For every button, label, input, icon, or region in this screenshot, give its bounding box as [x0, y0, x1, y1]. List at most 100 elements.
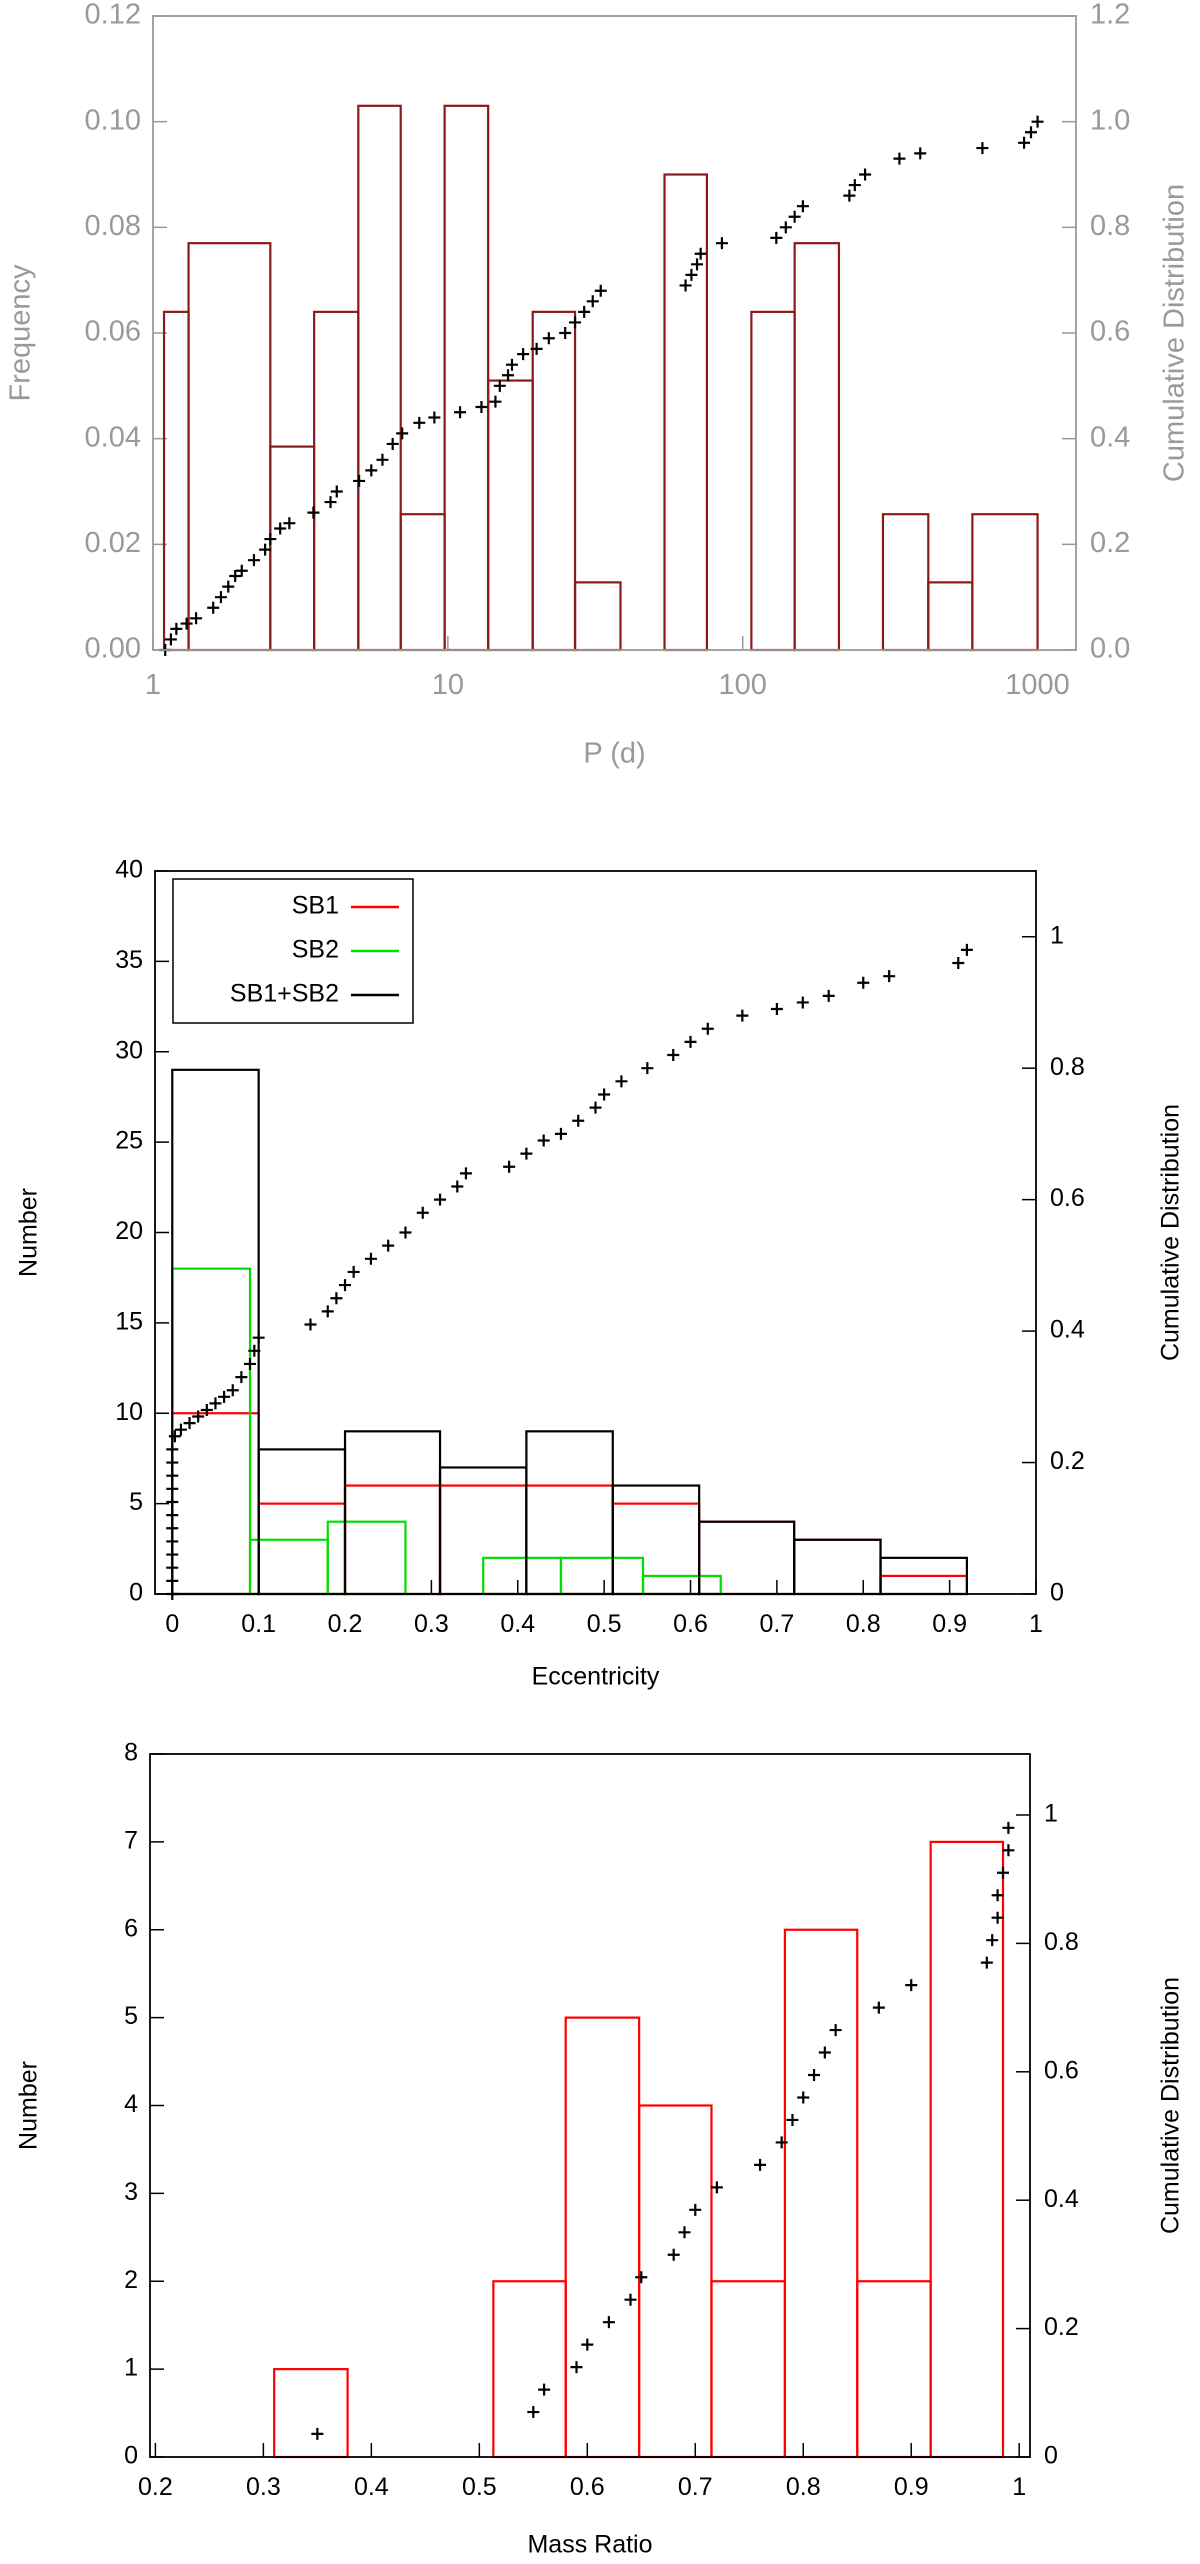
y-tick-label: 5 — [124, 2002, 138, 2030]
cumulative-point — [796, 200, 809, 213]
cumulative-point — [330, 1292, 343, 1305]
y2-tick-label: 0.2 — [1050, 1447, 1085, 1475]
cumulative-point — [843, 189, 856, 202]
x-tick-label: 0.7 — [678, 2473, 713, 2501]
cumulative-point — [797, 2091, 810, 2104]
cumulative-point — [615, 1075, 628, 1088]
histogram-bin — [929, 1840, 1005, 2459]
cumulative-point — [451, 1180, 464, 1193]
histogram-bin — [492, 2280, 567, 2459]
cumulative-point — [570, 2361, 583, 2374]
histogram-bin — [641, 1574, 722, 1596]
histogram-bin — [710, 2280, 786, 2459]
cumulative-point — [736, 1009, 749, 1022]
y-tick-label: 6 — [124, 1914, 138, 1942]
histogram-bin — [171, 1267, 252, 1596]
y-tick-label: 0.08 — [85, 210, 141, 242]
cumulative-point — [164, 633, 177, 646]
y-axis-label: Number — [15, 1188, 43, 1277]
histogram-bin — [881, 513, 930, 652]
y-tick-label: 40 — [115, 856, 143, 884]
x-tick-label: 0.2 — [328, 1610, 363, 1638]
cumulative-point — [166, 1482, 179, 1495]
histogram-bin — [343, 1430, 442, 1596]
cumulative-point — [542, 332, 555, 345]
cumulative-point — [527, 2406, 540, 2419]
cumulative-point — [667, 1049, 680, 1062]
cumulative-point — [685, 268, 698, 281]
cumulative-point — [701, 1022, 714, 1035]
histogram-bin — [525, 1484, 614, 1596]
cumulative-point — [905, 1979, 918, 1992]
x-tick-label: 0.3 — [414, 1610, 449, 1638]
histogram-bin — [269, 445, 316, 652]
cumulative-point — [311, 2427, 324, 2440]
x-tick-label: 0.9 — [894, 2473, 929, 2501]
cumulative-point — [960, 943, 973, 956]
cumulative-point — [578, 305, 591, 318]
cumulative-point — [598, 1088, 611, 1101]
y-tick-label: 0.00 — [85, 633, 141, 665]
cumulative-point — [364, 1252, 377, 1265]
y-axis-label: Number — [15, 2061, 43, 2150]
cumulative-point — [857, 976, 870, 989]
y2-tick-label: 0.4 — [1050, 1316, 1085, 1344]
cumulative-point — [180, 617, 193, 630]
cumulative-point — [1018, 136, 1031, 149]
y-tick-label: 0.06 — [85, 316, 141, 348]
cumulative-point — [829, 2024, 842, 2037]
cumulative-point — [779, 221, 792, 234]
cumulative-point — [572, 1114, 585, 1127]
y-tick-label: 1 — [124, 2354, 138, 2382]
cumulative-point — [166, 1456, 179, 1469]
x-tick-label: 0 — [165, 1610, 179, 1638]
histogram-bin — [638, 2104, 713, 2459]
cumulative-point — [347, 1265, 360, 1278]
cumulative-point — [307, 506, 320, 519]
histogram-bin — [525, 1430, 614, 1596]
cumulative-point — [976, 142, 989, 155]
cumulative-point — [589, 1101, 602, 1114]
histogram-bin — [564, 2016, 641, 2459]
cumulative-point — [594, 284, 607, 297]
cumulative-point — [209, 1397, 222, 1410]
cumulative-point — [434, 1193, 447, 1206]
histogram-bin — [248, 1538, 329, 1596]
histogram-bin — [273, 2368, 349, 2459]
y-tick-label: 10 — [115, 1398, 143, 1426]
x-tick-label: 0.3 — [246, 2473, 281, 2501]
cumulative-point — [635, 2271, 648, 2284]
cumulative-point — [818, 2046, 831, 2059]
cumulative-point — [190, 612, 203, 625]
histogram-bin — [343, 1484, 442, 1596]
cumulative-point — [788, 210, 801, 223]
y2-tick-label: 1.2 — [1090, 0, 1130, 31]
cumulative-point — [218, 1390, 231, 1403]
cumulative-point — [166, 1522, 179, 1535]
histogram-bin — [187, 242, 272, 652]
y-tick-label: 3 — [124, 2178, 138, 2206]
cumulative-point — [503, 1160, 516, 1173]
y-tick-label: 2 — [124, 2266, 138, 2294]
cumulative-point — [214, 591, 227, 604]
x-tick-label: 0.5 — [462, 2473, 497, 2501]
cumulative-point — [914, 147, 927, 160]
y2-tick-label: 1 — [1044, 1800, 1058, 1828]
y-tick-label: 8 — [124, 1739, 138, 1767]
histogram-bin — [257, 1502, 347, 1596]
histogram-bin — [162, 310, 190, 652]
cumulative-point — [559, 327, 572, 339]
histogram-bin — [443, 104, 490, 652]
cumulative-point — [168, 1430, 181, 1443]
cumulative-point — [166, 1535, 179, 1548]
cumulative-point — [1002, 1821, 1015, 1834]
cumulative-point — [166, 1443, 179, 1456]
y-tick-label: 0.12 — [85, 0, 141, 31]
histogram-bin — [971, 513, 1039, 652]
cumulative-point — [754, 2158, 767, 2171]
cumulative-point — [459, 1167, 472, 1180]
y-tick-label: 0 — [129, 1579, 143, 1607]
histogram-bin — [611, 1502, 701, 1596]
histogram-bin — [750, 310, 796, 652]
